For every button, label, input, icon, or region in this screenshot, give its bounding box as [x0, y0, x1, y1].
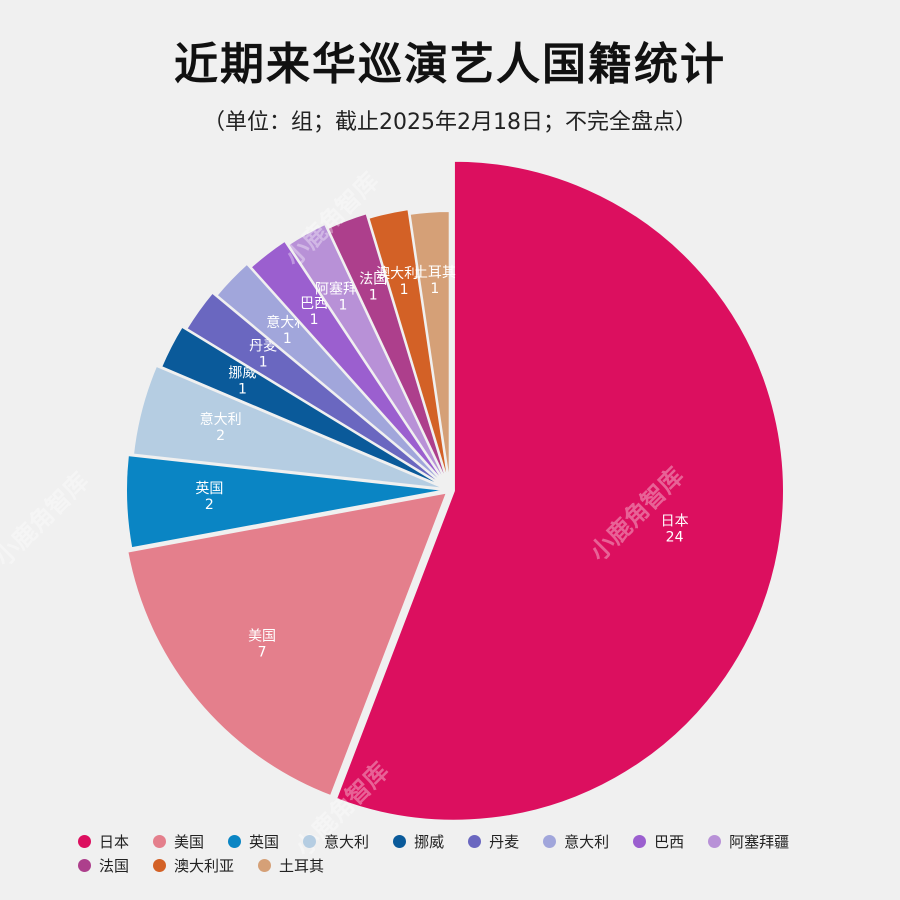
legend-swatch: [633, 834, 647, 848]
legend-item: 美国: [153, 832, 205, 851]
legend-item: 土耳其: [258, 856, 325, 875]
pie-slice: [126, 491, 448, 798]
pie-slice: [185, 291, 448, 489]
legend-item: 澳大利亚: [153, 856, 235, 875]
legend: 日本 美国 英国 意大利 挪威 丹麦 意大利 巴西 阿塞拜疆法国 澳大利亚 土耳其: [78, 832, 878, 875]
legend-swatch: [228, 834, 242, 848]
slice-label: 丹麦 1: [249, 338, 277, 370]
legend-item: 日本: [78, 832, 130, 851]
pie-slice: [132, 364, 448, 490]
slice-label: 巴西 1: [300, 296, 328, 328]
pie-slice: [408, 210, 451, 488]
legend-swatch: [543, 834, 557, 848]
legend-swatch: [258, 858, 272, 872]
legend-swatch: [468, 834, 482, 848]
pie-slice: [367, 208, 451, 488]
pie-slice: [160, 325, 448, 490]
legend-swatch: [393, 834, 407, 848]
chart-title: 近期来华巡演艺人国籍统计: [174, 39, 726, 90]
slice-label: 法国 1: [359, 271, 387, 303]
slice-label: 美国 7: [248, 628, 276, 660]
pie-slice: [335, 159, 785, 822]
pie-slice: [125, 454, 448, 550]
pie-slice: [215, 262, 449, 489]
legend-item: 意大利: [303, 832, 370, 851]
legend-item: 英国: [228, 832, 280, 851]
pie-slice: [249, 239, 449, 488]
pie-slice: [326, 212, 450, 488]
legend-swatch: [708, 834, 722, 848]
legend-label: 阿塞拜疆: [729, 832, 790, 851]
legend-label: 土耳其: [279, 856, 325, 875]
legend-label: 英国: [249, 832, 280, 851]
chart-subtitle: （单位：组；截止2025年2月18日；不完全盘点）: [203, 110, 697, 135]
legend-label: 意大利: [324, 832, 370, 851]
legend-label: 巴西: [654, 832, 685, 851]
legend-item: 阿塞拜疆: [708, 832, 790, 851]
legend-label: 美国: [174, 832, 205, 851]
legend-swatch: [153, 834, 167, 848]
legend-item: 巴西: [633, 832, 685, 851]
slice-label: 意大利 2: [200, 411, 242, 444]
slice-label: 挪威 1: [228, 365, 256, 397]
legend-swatch: [78, 858, 91, 872]
legend-item: 丹麦: [468, 832, 520, 851]
legend-label: 丹麦: [489, 832, 520, 851]
legend-label: 澳大利亚: [174, 856, 235, 875]
slice-label: 日本 24: [661, 513, 689, 545]
pie-slice: [287, 222, 450, 488]
legend-swatch: [78, 834, 91, 848]
legend-item: 意大利: [543, 832, 610, 851]
legend-label: 意大利: [564, 832, 610, 851]
legend-swatch: [303, 834, 317, 848]
legend-item: 挪威: [393, 832, 445, 851]
legend-swatch: [153, 858, 167, 872]
slice-label: 土耳其 1: [414, 265, 456, 297]
legend-item: 法国: [78, 856, 130, 875]
legend-label: 挪威: [414, 832, 445, 851]
slice-label: 英国 2: [195, 480, 223, 513]
legend-label: 日本: [99, 832, 130, 851]
legend-label: 法国: [99, 856, 130, 875]
